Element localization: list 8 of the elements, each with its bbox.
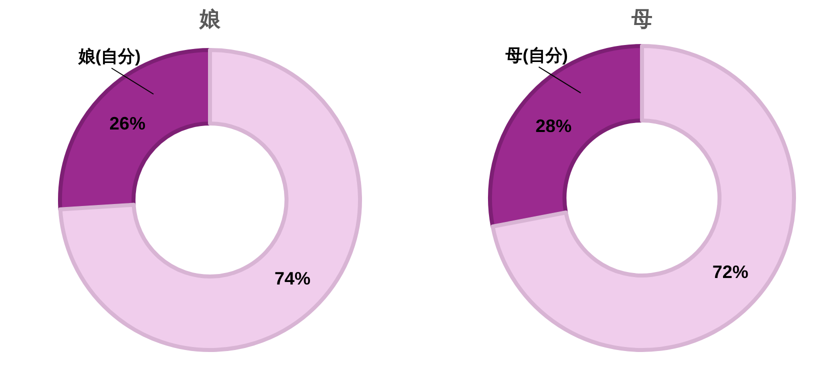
chart-title: 母 — [630, 8, 652, 31]
data-label: 74% — [274, 268, 311, 289]
data-label: 28% — [536, 116, 572, 136]
slice-label: 娘(自分) — [77, 47, 141, 66]
chart-title: 娘 — [198, 8, 222, 31]
slice-label: 母(自分) — [504, 46, 568, 65]
data-label: 72% — [712, 262, 748, 282]
data-label: 26% — [109, 113, 146, 134]
